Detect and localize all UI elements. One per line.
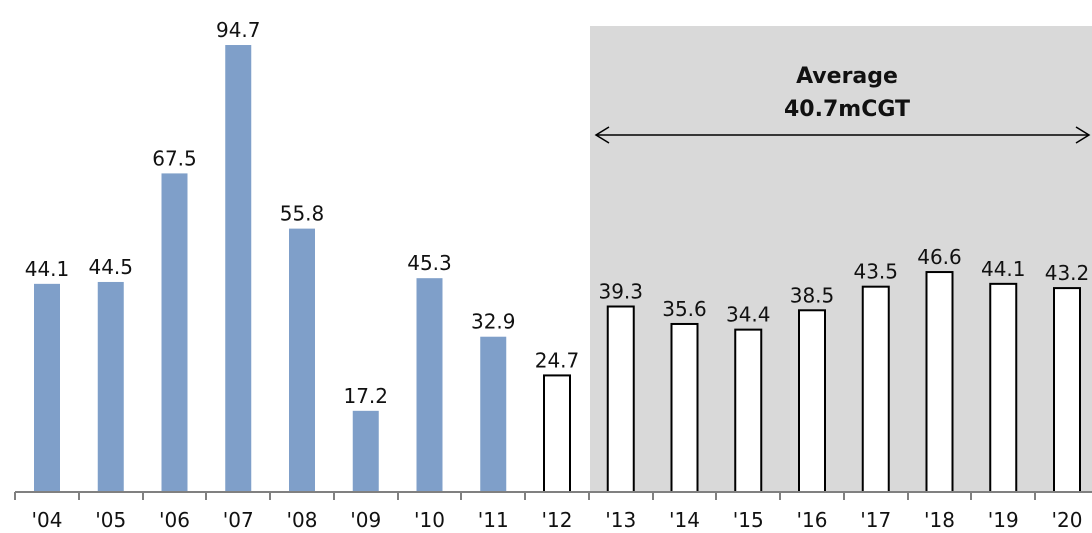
bar-10 — [416, 278, 443, 492]
x-tick-label: '20 — [1052, 508, 1083, 532]
x-tick-label: '12 — [542, 508, 573, 532]
average-value: 40.7mCGT — [784, 97, 910, 122]
x-tick-label: '14 — [669, 508, 700, 532]
bar-06 — [161, 173, 188, 492]
bar-08 — [289, 228, 315, 492]
bar-07 — [225, 45, 252, 493]
bar-04 — [34, 283, 60, 492]
x-tick-label: '04 — [32, 508, 63, 532]
bar-18 — [925, 271, 954, 493]
bar-05 — [97, 281, 124, 492]
bar-value-label: 32.9 — [471, 310, 516, 334]
bar-value-label: 94.7 — [216, 18, 261, 42]
average-annotation: Average 40.7mCGT — [594, 64, 1091, 144]
bar-value-label: 39.3 — [598, 280, 643, 304]
x-tick-label: '09 — [350, 508, 381, 532]
bar-14 — [670, 322, 699, 493]
bar-value-label: 17.2 — [343, 384, 388, 408]
bar-20 — [1053, 287, 1081, 494]
x-axis: '04 '05 '06 '07 '08 '09 '10 '11 '12 '13 '14 '15 '16 '… — [14, 491, 1092, 532]
bar-value-label: 34.4 — [726, 303, 771, 327]
bar-value-label: 24.7 — [535, 348, 580, 372]
bar-value-label: 43.2 — [1045, 261, 1090, 285]
bar-09 — [352, 410, 379, 492]
bar-value-label: 55.8 — [280, 202, 325, 226]
x-tick-label: '13 — [605, 508, 636, 532]
bar-value-label: 43.5 — [853, 260, 898, 284]
x-tick-label: '08 — [287, 508, 318, 532]
bar-value-label: 44.1 — [981, 257, 1026, 281]
bar-value-label: 44.5 — [88, 255, 133, 279]
bar-16 — [798, 309, 826, 493]
bar-19 — [989, 282, 1018, 493]
bar-11 — [480, 336, 507, 492]
bar-value-label: 46.6 — [917, 245, 962, 269]
bar-value-label: 35.6 — [662, 297, 707, 321]
arrow-right-head — [1075, 126, 1091, 144]
x-tick-label: '19 — [988, 508, 1019, 532]
x-tick-label: '10 — [414, 508, 445, 532]
bar-value-label: 45.3 — [407, 251, 452, 275]
x-tick-label: '16 — [797, 508, 828, 532]
bar-13 — [606, 305, 635, 493]
x-tick-label: '06 — [159, 508, 190, 532]
bar-value-label: 67.5 — [152, 146, 197, 170]
x-tick-label: '07 — [223, 508, 254, 532]
bar-value-label: 38.5 — [790, 283, 835, 307]
bar-15 — [734, 328, 763, 493]
bars-layer: 44.1 44.5 67.5 94.7 55.8 17.2 45.3 32.9 24.7 39.3… — [25, 18, 1090, 494]
arrow-left-head — [594, 126, 610, 144]
average-title: Average — [796, 64, 898, 89]
x-tick-label: '11 — [478, 508, 509, 532]
x-tick-label: '18 — [924, 508, 955, 532]
bar-value-label: 44.1 — [25, 257, 70, 281]
x-tick-label: '15 — [733, 508, 764, 532]
bar-17 — [861, 285, 890, 493]
bar-12 — [543, 374, 571, 493]
x-tick-label: '05 — [95, 508, 126, 532]
x-tick-label: '17 — [860, 508, 891, 532]
